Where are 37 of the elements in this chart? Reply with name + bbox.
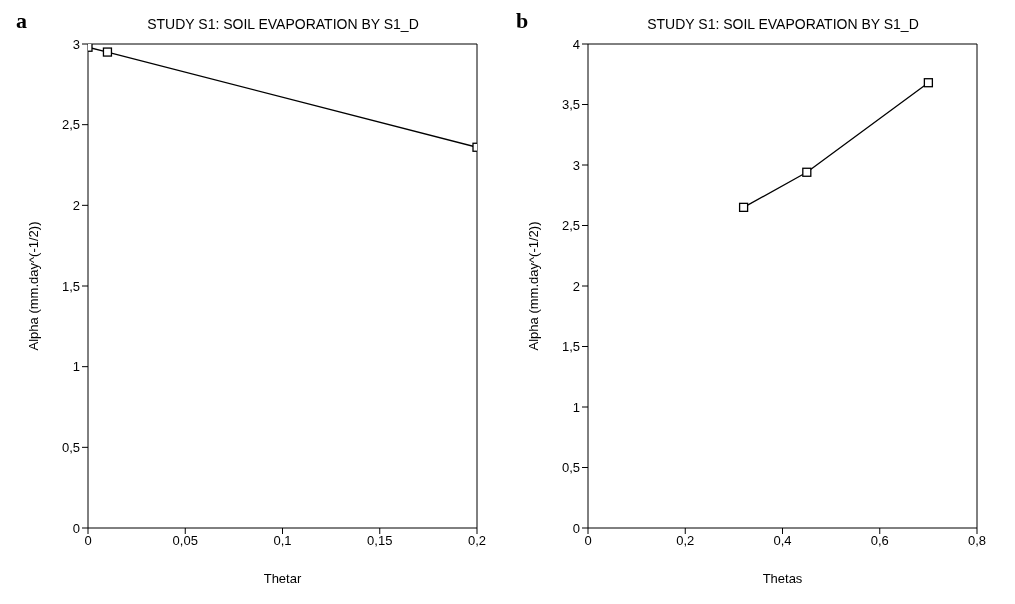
y-tick-label: 0,5	[61, 439, 80, 455]
point	[738, 202, 749, 212]
y-tick-label: 2	[572, 278, 580, 294]
y-tick-label: 4	[572, 36, 580, 52]
y-tick-label: 3	[572, 157, 580, 173]
y-tick-label: 1	[72, 359, 80, 375]
x-tick-label: 0,2	[676, 533, 695, 549]
y-tick-label: 0,5	[561, 460, 580, 476]
y-tick-label: 1	[572, 399, 580, 415]
x-tick-label: 0,2	[467, 533, 487, 549]
x-tick-label: 0,05	[172, 533, 198, 549]
x-tick-label: 0,6	[870, 533, 889, 549]
x-tick-label: 0,1	[273, 533, 292, 549]
x-tick-label: 0,4	[773, 533, 792, 549]
y-tick-label: 2	[72, 197, 80, 213]
y-tick-label: 0	[572, 520, 580, 536]
point	[923, 78, 934, 88]
chart-title: STUDY S1: SOIL EVAPORATION BY S1_D	[646, 16, 920, 32]
x-tick-label: 0,8	[967, 533, 987, 549]
y-tick-label: 3	[72, 36, 80, 52]
y-tick-label: 1,5	[561, 339, 580, 355]
y-tick-label: 2,5	[61, 117, 80, 133]
x-axis-title: Thetas	[762, 571, 803, 586]
y-tick-label: 1,5	[61, 278, 80, 294]
x-tick-label: 0	[84, 533, 92, 549]
y-tick-label: 3,5	[561, 97, 580, 113]
y-axis-title: Alpha (mm.day^(-1/2))	[525, 221, 541, 351]
text: a	[16, 8, 27, 33]
y-tick-label: 0	[72, 520, 80, 536]
chart-title: STUDY S1: SOIL EVAPORATION BY S1_D	[146, 16, 420, 32]
x-tick-label: 0,15	[367, 533, 393, 549]
x-tick-label: 0	[584, 533, 592, 549]
x-axis-title: Thetar	[263, 571, 302, 586]
point	[802, 167, 812, 177]
text: b	[516, 8, 529, 33]
y-axis-title: Alpha (mm.day^(-1/2))	[25, 221, 41, 351]
y-tick-label: 2,5	[561, 218, 580, 234]
